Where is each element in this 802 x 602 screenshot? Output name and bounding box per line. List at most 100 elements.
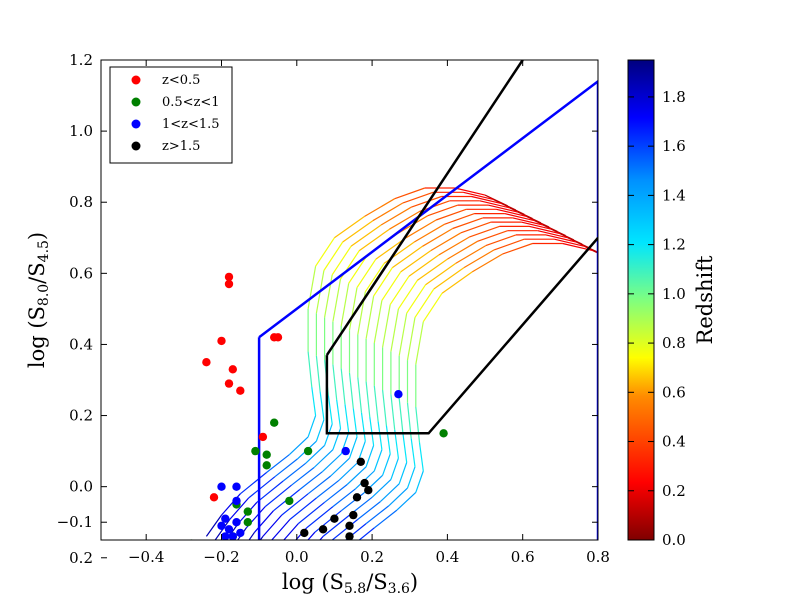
point-z<0.5 <box>228 365 237 374</box>
model-track-segment <box>305 444 326 464</box>
model-track-segment <box>338 462 359 481</box>
model-track-segment <box>348 287 358 331</box>
y-tick-label: 0.0 <box>69 478 93 496</box>
model-track-segment <box>444 213 475 225</box>
model-track-segment <box>364 263 385 293</box>
model-track-segment <box>369 416 375 446</box>
model-track-segment <box>554 238 585 247</box>
point-z<0.5 <box>224 272 234 282</box>
legend-label: 1<z<1.5 <box>162 117 220 132</box>
model-track-segment <box>306 506 334 529</box>
model-track-segment <box>321 453 342 473</box>
point-z<0.5 <box>236 386 245 395</box>
model-track-segment <box>463 249 495 269</box>
point-1<z<1.5 <box>236 528 245 538</box>
colorbar-tick-label: 1.0 <box>662 285 686 303</box>
model-track-segment <box>422 227 454 247</box>
model-track-segment <box>460 221 492 234</box>
model-track-segment <box>521 221 552 230</box>
black-wedge-upper <box>325 236 598 435</box>
colorbar-tick-label: 0.8 <box>662 334 686 352</box>
model-track-segment <box>435 208 467 221</box>
model-track-segment <box>377 421 383 450</box>
point-z>1.5 <box>345 532 354 540</box>
model-track-segment <box>454 187 486 196</box>
point-z<0.5 <box>273 333 283 342</box>
model-track-segment <box>264 545 279 566</box>
model-track-segment <box>487 204 519 213</box>
model-track-segment <box>452 217 483 230</box>
legend-marker <box>131 119 141 129</box>
model-track-segment <box>315 237 335 267</box>
point-z<0.5 <box>217 336 226 346</box>
model-track-segment <box>398 462 408 484</box>
point-z>1.5 <box>352 493 362 502</box>
point-z>1.5 <box>360 478 369 488</box>
model-track-segment <box>282 462 307 482</box>
model-track-segment <box>382 304 391 348</box>
model-track-segment <box>463 191 494 200</box>
model-track-segment <box>291 467 315 486</box>
model-track-segment <box>313 449 334 468</box>
model-track-segment <box>545 234 577 243</box>
model-track-segment <box>307 415 317 438</box>
model-track-segment <box>248 476 276 499</box>
model-track-segment <box>592 250 598 254</box>
model-track-segment <box>410 438 416 467</box>
x-tick-label: 0.8 <box>586 548 610 566</box>
model-track-segment <box>327 395 333 425</box>
model-track-segment <box>344 404 350 433</box>
model-track-segment <box>256 541 271 562</box>
point-z>1.5 <box>300 528 309 538</box>
model-track-segment <box>331 245 352 276</box>
model-track-segment <box>271 519 291 540</box>
model-track-segment <box>372 202 404 222</box>
point-0.5<z<1 <box>189 539 194 540</box>
model-track-segment <box>455 245 487 264</box>
model-track-segment <box>389 275 410 305</box>
model-track-segment <box>321 545 340 566</box>
model-track-segment <box>214 519 231 540</box>
point-0.5<z<1 <box>251 446 260 456</box>
point-z>1.5 <box>330 514 339 523</box>
model-track-segment <box>311 387 317 416</box>
model-track-segment <box>397 280 418 310</box>
y-tick-label: 0.2 <box>69 549 93 567</box>
model-track-segment <box>438 236 470 256</box>
model-track-segment <box>205 514 222 537</box>
model-track-segment <box>493 238 525 251</box>
model-track-segment <box>430 232 462 252</box>
y-tick-label: 0.8 <box>69 193 93 211</box>
model-track-segment <box>324 484 348 503</box>
point-1<z<1.5 <box>232 518 241 527</box>
y-tick-label: 0.6 <box>69 264 93 282</box>
model-track-segment <box>256 480 284 503</box>
x-tick-label: 0.4 <box>435 548 459 566</box>
model-track-segment <box>468 225 500 238</box>
y-tick-label: 1.0 <box>69 122 93 140</box>
x-tick-label: −0.2 <box>203 548 239 566</box>
model-track-segment <box>358 527 375 540</box>
point-z<0.5 <box>247 554 255 562</box>
model-track-segment <box>400 250 432 273</box>
model-track-segment <box>410 195 442 208</box>
model-track-segment <box>346 466 367 485</box>
model-track-segment <box>406 284 427 314</box>
model-track-segment <box>340 368 346 405</box>
legend-marker <box>131 75 141 85</box>
model-track-segment <box>496 208 527 217</box>
model-track-segment <box>365 445 375 467</box>
model-track-segment <box>360 412 366 442</box>
model-track-segment <box>398 313 408 356</box>
model-track-segment <box>330 457 350 477</box>
point-0.5<z<1 <box>270 418 279 427</box>
model-track-segment <box>307 266 317 310</box>
model-track-segment <box>319 391 325 420</box>
model-track-segment <box>324 274 333 318</box>
model-track-segment <box>316 479 340 499</box>
model-track-segment <box>398 398 404 435</box>
point-1<z<1.5 <box>341 446 350 456</box>
point-z>1.5 <box>356 457 365 466</box>
point-z>1.5 <box>364 486 373 495</box>
